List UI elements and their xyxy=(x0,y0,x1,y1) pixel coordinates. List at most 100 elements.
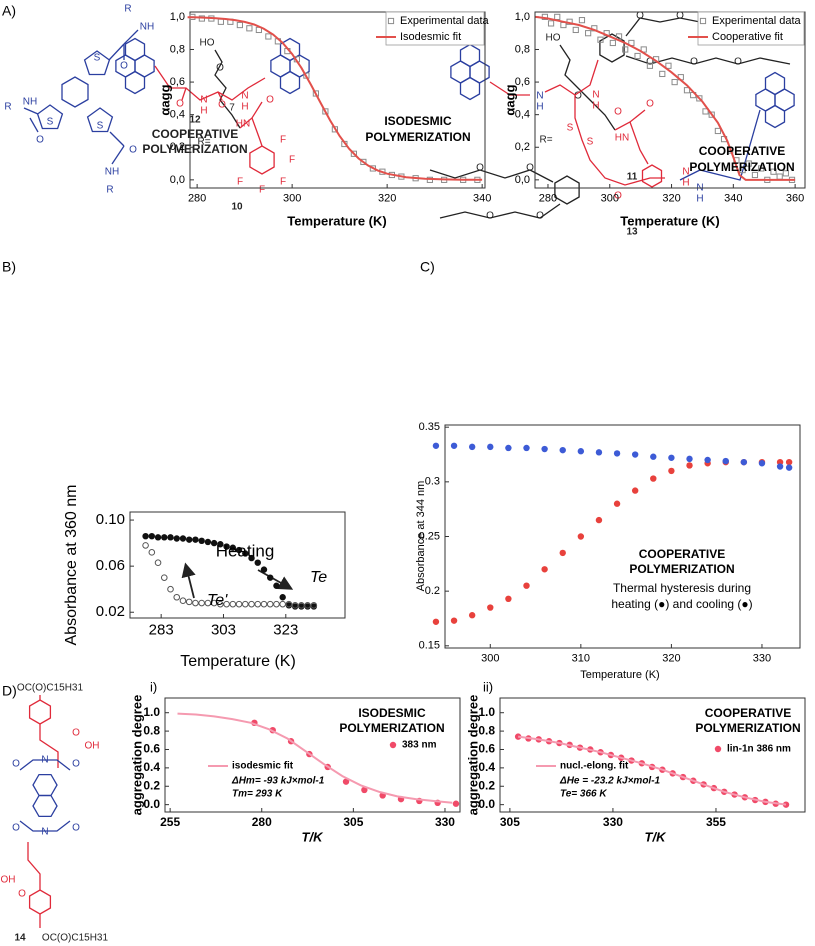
atom-label: R xyxy=(106,185,113,196)
sub-panel-label: ii) xyxy=(483,679,493,694)
data-point xyxy=(785,464,793,471)
x-axis-label: T/K xyxy=(302,829,325,844)
data-point xyxy=(360,158,367,166)
bond xyxy=(181,87,187,101)
data-point xyxy=(613,500,621,507)
data-point xyxy=(782,801,790,808)
data-point xyxy=(547,20,555,27)
data-point xyxy=(615,33,623,40)
sub-panel-label: i) xyxy=(150,679,157,694)
data-point xyxy=(279,600,286,608)
atom-label: O xyxy=(218,100,226,111)
legend-box xyxy=(385,11,485,46)
bond xyxy=(23,107,39,115)
data-point xyxy=(266,600,274,608)
atom-label: S xyxy=(587,137,594,148)
y-axis-label: αagg xyxy=(502,84,517,115)
data-point xyxy=(686,462,693,469)
data-point xyxy=(248,600,255,608)
plot-frame xyxy=(189,11,486,189)
data-point xyxy=(179,597,187,605)
atom-label: POLYMERIZATION xyxy=(142,142,247,156)
data-point xyxy=(450,442,458,449)
x-tick-label: 283 xyxy=(149,621,174,638)
data-point xyxy=(541,445,548,453)
data-point xyxy=(609,39,616,47)
ring xyxy=(83,50,111,76)
data-point xyxy=(322,108,329,115)
data-point xyxy=(154,559,162,566)
data-point xyxy=(595,516,603,524)
atom-label: F xyxy=(280,135,286,146)
y-tick-label: 0.0 xyxy=(478,797,495,811)
y-tick-label: 0.8 xyxy=(478,723,495,737)
legend-swatch xyxy=(389,741,397,749)
atom-label: N xyxy=(592,90,599,101)
y-tick-label: 0,2 xyxy=(515,141,530,153)
data-point xyxy=(350,150,357,157)
x-axis-label: T/K xyxy=(645,829,668,844)
data-point xyxy=(450,617,458,624)
atom-label: O xyxy=(614,191,622,202)
legend-label: 383 nm xyxy=(402,740,437,751)
atom-label: S xyxy=(567,123,574,134)
data-point xyxy=(631,487,639,494)
data-point xyxy=(523,582,530,589)
annotation: ΔHm= -93 kJ×mol-1 xyxy=(231,776,325,787)
atom-label: OC(O)C15H31 xyxy=(42,933,109,944)
ring xyxy=(459,76,481,101)
atom-label: F xyxy=(280,177,286,188)
data-point xyxy=(192,536,199,543)
panel-label: A) xyxy=(2,3,16,19)
atom-label: H xyxy=(592,101,599,112)
atom-label: OH xyxy=(1,875,16,886)
ring xyxy=(599,33,625,63)
bond xyxy=(559,44,616,131)
y-tick-label: 0,6 xyxy=(515,76,530,88)
atom-label: O xyxy=(12,759,20,770)
atom-label: O xyxy=(690,57,698,68)
fit-line xyxy=(177,712,453,804)
atom-label: F xyxy=(289,155,295,166)
atom-label: O xyxy=(72,759,80,770)
bond xyxy=(625,55,791,65)
x-axis-label: Temperature (K) xyxy=(287,213,386,228)
x-axis-label: Temperature (K) xyxy=(580,669,659,681)
ring xyxy=(279,70,301,95)
data-point xyxy=(173,535,180,542)
ring xyxy=(459,43,481,68)
ring xyxy=(124,37,146,62)
legend-label: Experimental data xyxy=(712,15,802,27)
y-tick-label: 0.2 xyxy=(478,778,495,792)
annotation: Te= 366 K xyxy=(560,789,607,800)
atom-label: HO xyxy=(200,38,215,49)
data-point xyxy=(186,536,193,543)
data-point xyxy=(708,111,715,118)
data-point xyxy=(595,449,603,456)
data-point xyxy=(246,25,253,32)
data-point xyxy=(204,538,212,546)
bond xyxy=(574,95,665,186)
annotation: ΔHe = -23.2 kJ×mol-1 xyxy=(559,776,661,787)
x-tick-label: 280 xyxy=(539,192,557,204)
data-point xyxy=(204,599,212,607)
data-point xyxy=(241,600,249,608)
bond xyxy=(489,81,530,96)
atom-label: R= xyxy=(197,137,210,148)
data-point xyxy=(585,30,592,37)
data-point xyxy=(646,62,654,69)
x-tick-label: 330 xyxy=(603,815,623,829)
atom-label: N xyxy=(41,827,48,838)
atom-label: COOPERATIVE xyxy=(152,127,238,141)
atom-label: H xyxy=(696,194,703,205)
y-tick-label: 0.10 xyxy=(96,511,125,528)
y-tick-label: 0.8 xyxy=(143,723,160,737)
legend-label: Experimental data xyxy=(400,15,490,27)
data-point xyxy=(782,170,789,177)
atom-label: O xyxy=(486,211,494,222)
annotation: ISODESMIC xyxy=(358,706,426,720)
y-tick-label: 0.2 xyxy=(425,585,440,597)
x-tick-label: 330 xyxy=(753,652,771,664)
bond xyxy=(679,109,761,181)
